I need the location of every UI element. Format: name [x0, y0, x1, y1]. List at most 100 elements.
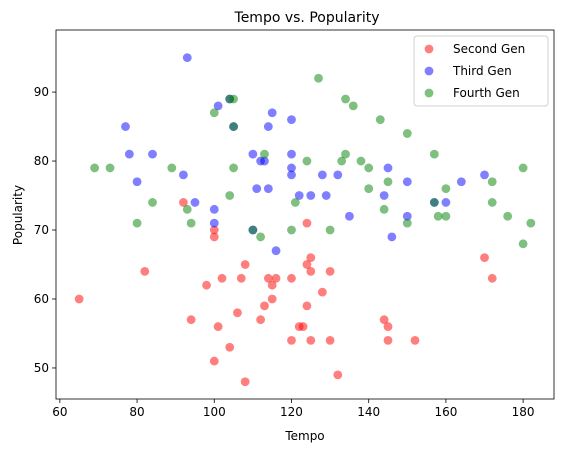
scatter-point	[213, 322, 223, 331]
scatter-point	[229, 122, 238, 131]
scatter-point	[90, 163, 99, 173]
scatter-point	[225, 342, 235, 352]
scatter-point	[74, 294, 84, 304]
chart-title: Tempo vs. Popularity	[234, 10, 380, 26]
scatter-point	[260, 149, 269, 159]
scatter-point	[256, 232, 265, 242]
scatter-point	[402, 211, 412, 221]
y-tick-label: 60	[34, 292, 49, 306]
scatter-point	[429, 149, 439, 159]
scatter-point	[202, 280, 211, 290]
scatter-point	[256, 315, 265, 325]
scatter-point	[379, 191, 389, 200]
scatter-point	[410, 335, 420, 345]
scatter-point	[213, 101, 223, 111]
scatter-point	[341, 94, 350, 104]
scatter-point	[167, 163, 177, 173]
scatter-point	[306, 253, 316, 263]
scatter-point	[364, 163, 374, 173]
scatter-point	[287, 225, 296, 235]
scatter-point	[333, 370, 343, 380]
scatter-point	[240, 377, 250, 387]
series-second-gen	[74, 198, 497, 387]
scatter-point	[503, 211, 513, 221]
scatter-point	[217, 273, 227, 283]
scatter-point	[240, 260, 250, 269]
scatter-point	[124, 149, 134, 159]
scatter-point	[267, 294, 277, 304]
scatter-point	[248, 225, 258, 235]
scatter-point	[480, 170, 489, 180]
scatter-point	[306, 267, 316, 276]
scatter-point	[225, 191, 235, 200]
scatter-point	[190, 198, 200, 207]
y-tick-label: 70	[34, 223, 49, 237]
scatter-point	[456, 177, 466, 187]
x-tick-label: 140	[357, 405, 380, 419]
x-tick-label: 120	[280, 405, 303, 419]
legend-marker	[424, 88, 434, 98]
scatter-point	[260, 301, 269, 311]
scatter-point	[487, 177, 497, 187]
scatter-point	[306, 191, 316, 200]
legend-marker	[424, 44, 434, 54]
scatter-point	[148, 198, 157, 207]
series-third-gen	[121, 53, 489, 256]
scatter-point	[518, 239, 528, 249]
scatter-point	[298, 322, 308, 331]
y-axis-label: Popularity	[11, 185, 25, 245]
scatter-point	[209, 108, 219, 118]
scatter-point	[287, 335, 296, 345]
scatter-point	[302, 301, 312, 311]
scatter-point	[294, 191, 304, 200]
scatter-point	[402, 218, 412, 228]
scatter-point	[209, 356, 219, 366]
scatter-point	[182, 53, 192, 62]
scatter-point	[302, 218, 312, 228]
scatter-point	[387, 232, 397, 242]
scatter-point	[433, 211, 443, 221]
scatter-point	[186, 315, 196, 325]
x-tick-label: 160	[434, 405, 457, 419]
scatter-point	[263, 122, 273, 131]
y-axis: 50 60 70 80 90	[34, 85, 56, 375]
scatter-point	[233, 308, 242, 318]
scatter-point	[325, 335, 335, 345]
legend-label: Second Gen	[453, 42, 525, 56]
scatter-point	[236, 273, 246, 283]
scatter-point	[287, 149, 296, 159]
scatter-point	[179, 170, 188, 180]
legend: Second Gen Third Gen Fourth Gen	[413, 35, 549, 107]
scatter-point	[325, 267, 335, 276]
plot-frame	[55, 29, 555, 400]
scatter-point	[441, 211, 451, 221]
scatter-point	[441, 184, 451, 194]
scatter-point	[252, 184, 262, 194]
scatter-point	[209, 225, 219, 235]
scatter-point	[287, 273, 296, 283]
scatter-point	[290, 198, 300, 207]
scatter-point	[179, 198, 188, 207]
scatter-point	[186, 218, 196, 228]
legend-marker	[424, 66, 434, 76]
scatter-point	[263, 273, 273, 283]
scatter-point	[148, 149, 157, 159]
scatter-point	[345, 211, 354, 221]
scatter-point	[364, 184, 374, 194]
points-layer	[74, 53, 536, 387]
scatter-point	[518, 163, 528, 173]
scatter-point	[383, 322, 393, 331]
scatter-point	[209, 218, 219, 228]
scatter-point	[375, 115, 385, 125]
scatter-point	[263, 184, 273, 194]
scatter-point	[229, 163, 238, 173]
scatter-point	[402, 129, 412, 138]
legend-label: Third Gen	[452, 64, 512, 78]
scatter-point	[271, 273, 281, 283]
scatter-point	[487, 198, 497, 207]
scatter-point	[248, 149, 258, 159]
scatter-point	[209, 232, 219, 242]
scatter-point	[229, 94, 238, 104]
scatter-point	[302, 156, 312, 166]
scatter-point	[132, 218, 142, 228]
